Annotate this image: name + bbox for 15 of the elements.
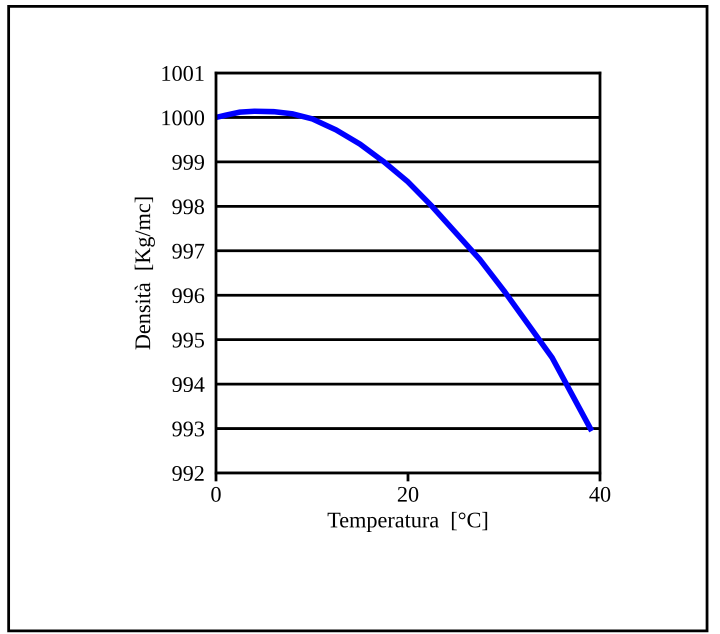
y-axis-title: Densità [Kg/mc] — [134, 198, 155, 350]
y-tick-label: 1000 — [162, 110, 204, 126]
x-axis-title: Temperatura [°C] — [328, 512, 488, 532]
y-tick-label: 995 — [172, 332, 204, 348]
y-tick-label: 998 — [172, 199, 204, 214]
x-tick-label: 40 — [589, 486, 610, 502]
y-tick-label: 993 — [172, 422, 204, 436]
y-tick-label: 992 — [172, 466, 204, 481]
y-tick-label: 1001 — [162, 66, 204, 81]
x-tick-label: 20 — [398, 486, 418, 502]
y-tick-label: 994 — [172, 377, 205, 392]
x-tick-label: 0 — [211, 486, 221, 502]
y-tick-label: 997 — [172, 244, 204, 259]
y-tick-label: 996 — [172, 288, 204, 304]
y-tick-label: 999 — [172, 154, 204, 170]
